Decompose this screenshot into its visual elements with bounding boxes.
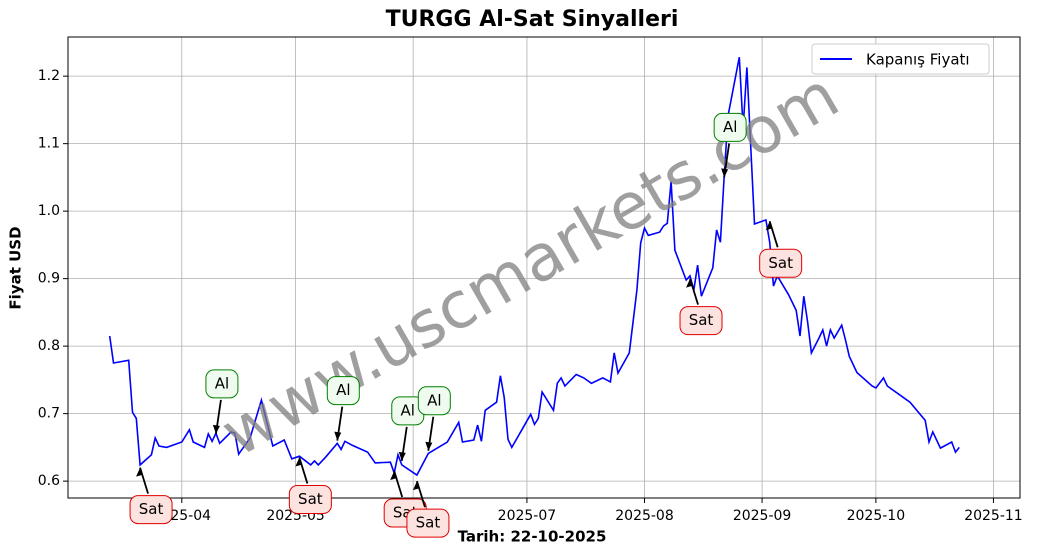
arrow-head bbox=[412, 481, 420, 491]
annotation-box bbox=[406, 508, 450, 538]
y-tick-label: 1.2 bbox=[38, 68, 60, 84]
annotation-label: Sat bbox=[689, 311, 714, 329]
arrow-head bbox=[686, 278, 694, 288]
x-tick-label: 2025-08 bbox=[615, 508, 674, 524]
x-tick-label: 2025-07 bbox=[498, 508, 557, 524]
x-tick-label: 2025-11 bbox=[964, 508, 1023, 524]
annotation-box bbox=[326, 376, 360, 406]
annotation-label: Sat bbox=[768, 254, 793, 272]
arrow-head bbox=[398, 451, 406, 461]
y-tick-label: 0.9 bbox=[38, 271, 60, 287]
legend: Kapanış Fiyatı bbox=[811, 43, 990, 75]
annotation-box bbox=[129, 495, 173, 525]
y-axis-label: Fiyat USD bbox=[7, 226, 25, 309]
price-line bbox=[108, 57, 960, 477]
arrow-head bbox=[295, 457, 303, 467]
annotation-box bbox=[417, 386, 451, 416]
arrow-head bbox=[765, 221, 773, 231]
x-tick-label: 2025-09 bbox=[733, 508, 792, 524]
annotation-label: Sat bbox=[139, 500, 164, 518]
y-tick-label: 0.6 bbox=[38, 473, 60, 489]
legend-label: Kapanış Fiyatı bbox=[866, 51, 970, 69]
annotation-box bbox=[288, 485, 332, 515]
y-tick-label: 1.0 bbox=[38, 203, 60, 219]
x-tick-label: 2025-10 bbox=[847, 508, 906, 524]
plot-frame bbox=[67, 36, 1021, 499]
arrow-head bbox=[390, 471, 398, 481]
arrow-head bbox=[425, 441, 433, 451]
annotation-label: Al bbox=[427, 391, 441, 409]
watermark: www.uscmarkets.com bbox=[210, 58, 852, 471]
annotation-box bbox=[205, 369, 239, 399]
y-tick-label: 0.8 bbox=[38, 338, 60, 354]
annotation-box bbox=[759, 248, 803, 278]
annotation-box bbox=[713, 112, 747, 142]
annotation-label: Sat bbox=[416, 514, 441, 532]
arrow-head bbox=[212, 424, 220, 434]
annotation-label: Al bbox=[723, 118, 737, 136]
x-axis-label: Tarih: 22-10-2025 bbox=[458, 528, 607, 546]
chart-title: TURGG Al-Sat Sinyalleri bbox=[386, 7, 679, 32]
annotation-label: Al bbox=[215, 374, 229, 392]
arrow-head bbox=[136, 467, 144, 477]
legend-box bbox=[811, 43, 990, 75]
arrow-head bbox=[334, 431, 342, 441]
annotation-box bbox=[679, 306, 723, 336]
annotation-label: Sat bbox=[298, 490, 323, 508]
annotation-label: Al bbox=[336, 381, 350, 399]
arrow-head bbox=[721, 168, 729, 178]
y-tick-label: 0.7 bbox=[38, 406, 60, 422]
y-tick-label: 1.1 bbox=[38, 136, 60, 152]
annotation-label: Al bbox=[401, 401, 415, 419]
